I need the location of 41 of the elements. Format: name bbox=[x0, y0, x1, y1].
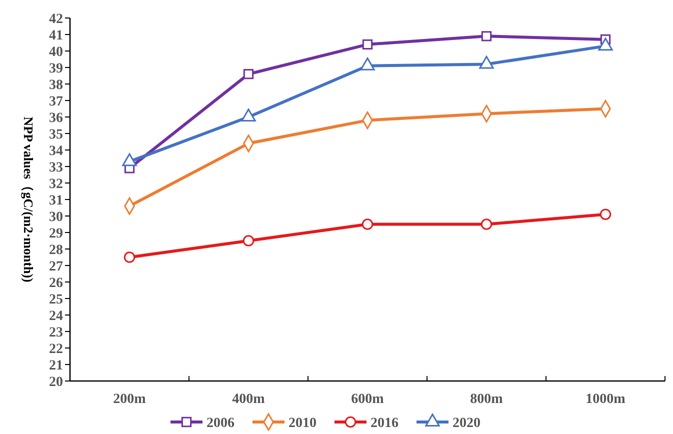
y-tick-label: 35 bbox=[49, 127, 63, 142]
legend-label: 2020 bbox=[452, 416, 480, 431]
y-tick-label: 23 bbox=[49, 325, 63, 340]
y-tick-label: 39 bbox=[49, 61, 63, 76]
x-tick-label: 600m bbox=[351, 392, 384, 407]
y-tick-label: 20 bbox=[49, 374, 63, 390]
y-tick-label: 30 bbox=[49, 210, 63, 225]
point bbox=[600, 208, 612, 220]
y-tick-label: 37 bbox=[49, 94, 63, 110]
point bbox=[124, 252, 136, 263]
y-tick-label: 25 bbox=[49, 292, 63, 308]
y-tick-label: 31 bbox=[49, 193, 63, 208]
y-tick-label: 33 bbox=[49, 160, 63, 176]
x-tick-label: 800m bbox=[470, 392, 504, 407]
y-tick-label: 36 bbox=[49, 110, 63, 126]
y-tick-label: 26 bbox=[49, 276, 63, 291]
y-tick-label: 27 bbox=[49, 259, 63, 274]
point bbox=[362, 218, 374, 230]
y-tick-label: 40 bbox=[49, 44, 63, 60]
x-tick-label: 1000m bbox=[586, 392, 626, 407]
point bbox=[243, 69, 254, 80]
point bbox=[242, 235, 254, 246]
y-tick-label: 38 bbox=[49, 78, 63, 93]
y-tick-label: 21 bbox=[49, 358, 63, 374]
y-tick-label: 28 bbox=[49, 242, 63, 258]
y-tick-label: 41 bbox=[49, 28, 63, 44]
y-tick-label: 22 bbox=[49, 342, 63, 357]
point bbox=[481, 31, 492, 42]
x-tick-label: 200m bbox=[113, 392, 146, 407]
legend-label: 2006 bbox=[206, 416, 234, 431]
legend-label: 2016 bbox=[370, 416, 398, 431]
y-axis-title: NPP values（gC/(m2·month)) bbox=[21, 116, 36, 282]
point bbox=[362, 39, 373, 50]
legend-label: 2010 bbox=[288, 416, 316, 431]
y-tick-label: 42 bbox=[49, 12, 63, 27]
y-tick-label: 32 bbox=[49, 176, 63, 192]
point bbox=[480, 218, 492, 230]
y-tick-label: 34 bbox=[49, 144, 63, 159]
y-tick-label: 29 bbox=[49, 226, 63, 242]
y-tick-label: 24 bbox=[49, 308, 63, 324]
x-tick-label: 400m bbox=[232, 392, 266, 407]
